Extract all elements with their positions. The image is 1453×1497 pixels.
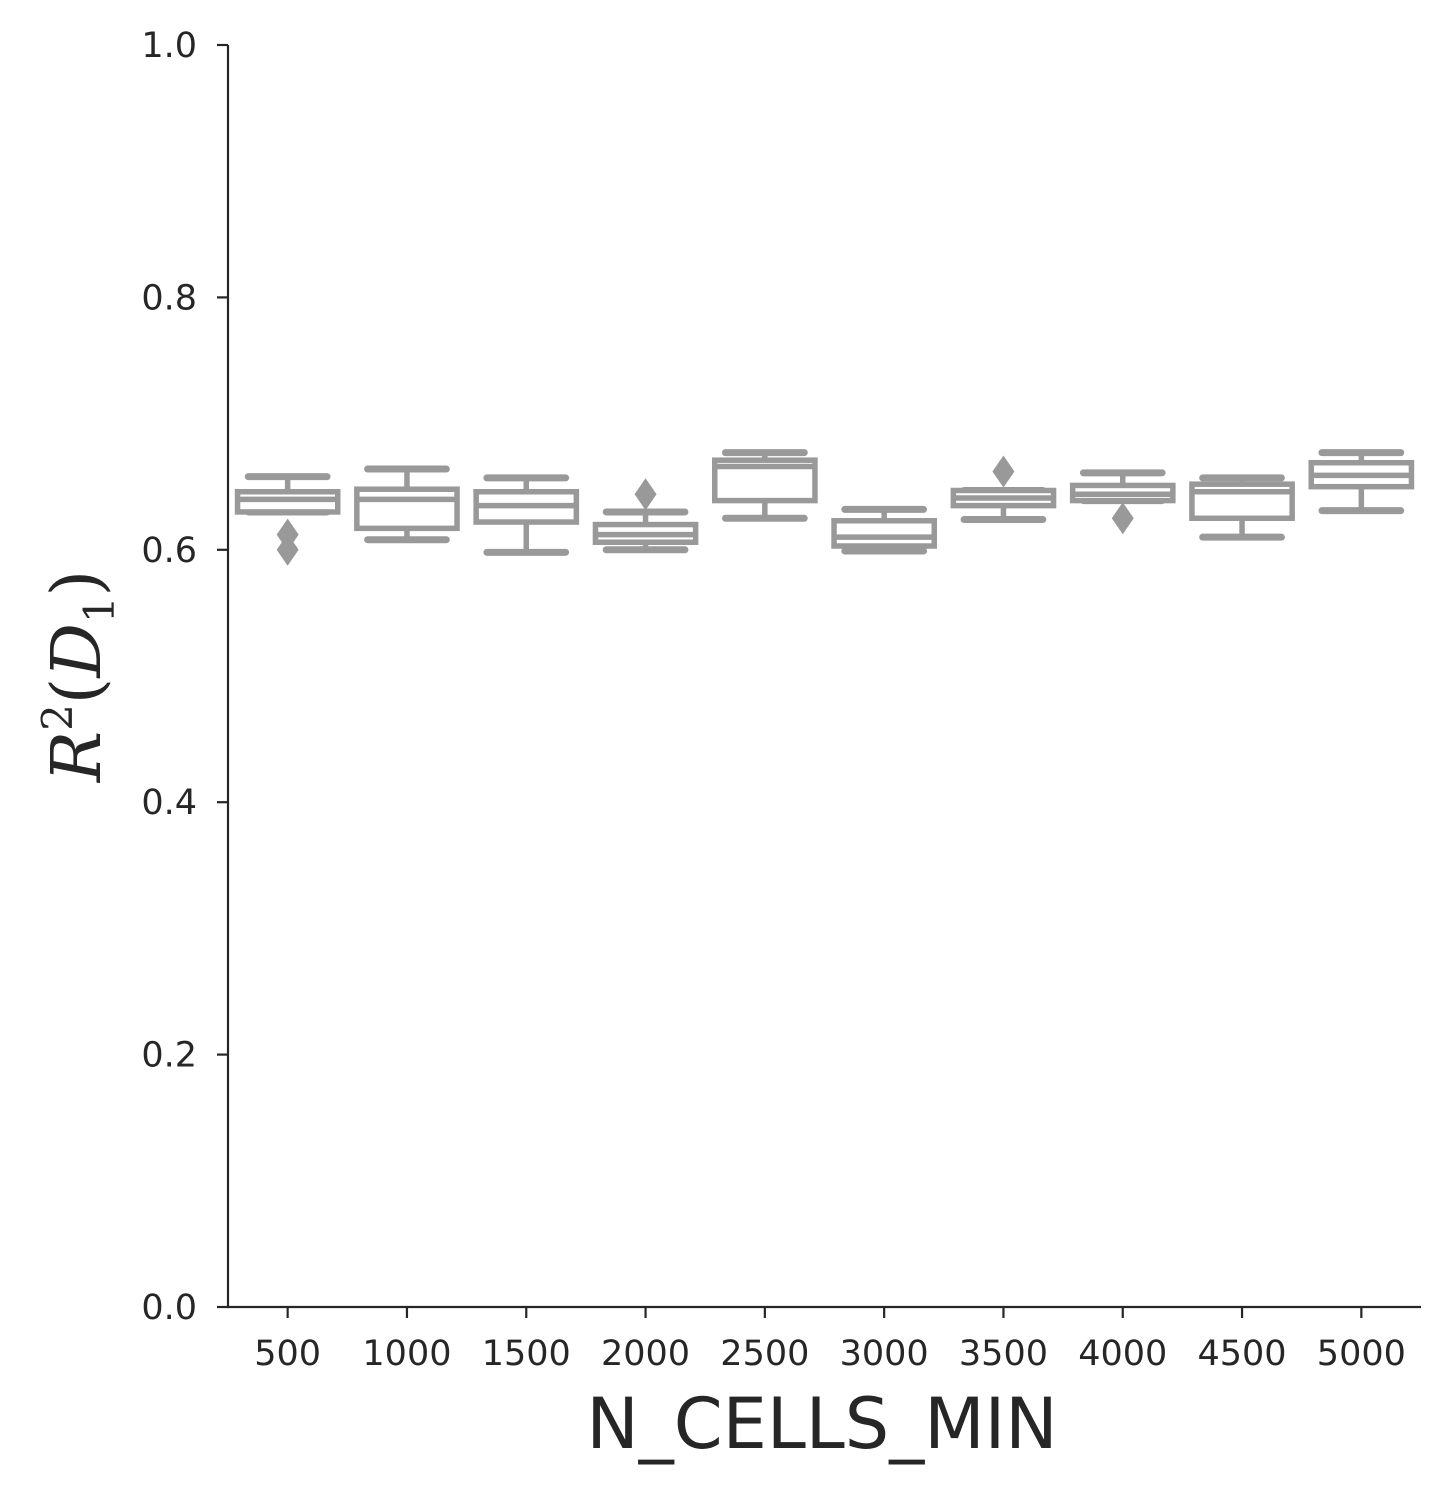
y-tick-label: 1.0 [141,26,197,66]
y-tick-label: 0.2 [141,1036,197,1076]
iqr-box [354,486,460,532]
plot-area [234,449,1415,566]
x-tick-label: 500 [254,1334,321,1374]
y-tick-label: 0.8 [141,278,197,318]
box-group-1500 [473,474,580,556]
iqr-box [831,518,938,549]
x-axis-ticks: 500 1000 1500 2000 2500 3000 3500 4000 4500 5000 [254,1307,1406,1374]
y-tick-label: 0.4 [141,783,197,823]
outlier-point [634,478,657,511]
box-group-3000 [831,505,938,555]
x-tick-label: 1500 [482,1334,571,1374]
y-axis-label: R2(D1) [33,570,124,784]
box-group-500 [234,473,341,566]
x-tick-label: 3000 [840,1334,929,1374]
y-axis-label-open-paren: ( [38,678,117,705]
outlier-point [1111,502,1134,535]
x-tick-label: 4000 [1078,1334,1167,1374]
box-group-4500 [1189,474,1295,541]
box-group-2000 [592,478,699,554]
x-tick-label: 2000 [601,1334,690,1374]
y-tick-label: 0.6 [141,531,197,571]
box-group-1000 [354,465,460,544]
y-axis-label-close-paren: ) [38,570,117,597]
x-tick-label: 2500 [720,1334,809,1374]
x-tick-label: 5000 [1317,1334,1406,1374]
y-axis-label-subscript: 1 [75,596,124,623]
y-axis-label-symbol: D [38,623,117,680]
y-axis-label-superscript: 2 [33,704,82,731]
y-axis-ticks: 0.0 0.2 0.4 0.6 0.8 1.0 [141,26,228,1328]
box-group-5000 [1308,449,1415,515]
box-group-4000 [1069,469,1176,535]
x-tick-label: 3500 [959,1334,1048,1374]
y-tick-label: 0.0 [141,1288,197,1328]
x-tick-label: 4500 [1198,1334,1287,1374]
outlier-point [276,533,299,566]
box-group-2500 [711,449,818,522]
outlier-point [992,455,1015,488]
x-tick-label: 1000 [362,1334,451,1374]
box-group-3500 [950,455,1057,524]
y-axis-label-prefix: R [38,731,117,784]
x-axis-label: N_CELLS_MIN [586,1383,1057,1465]
